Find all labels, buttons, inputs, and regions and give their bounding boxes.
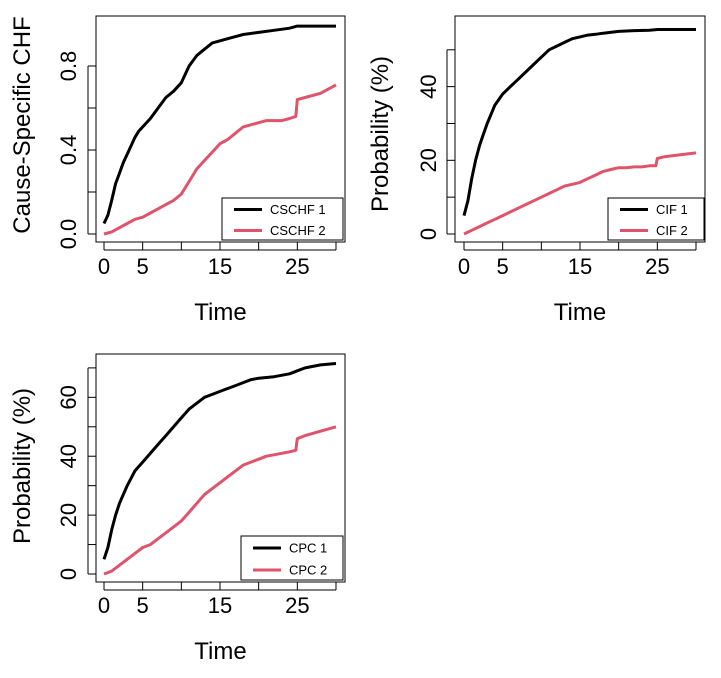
series-line-1 — [462, 28, 696, 216]
x-tick-label: 5 — [137, 254, 149, 279]
legend-box — [240, 535, 344, 581]
y-axis-label: Probability (%) — [9, 388, 36, 544]
chart-panel-2: 0 5 15 25 0 20 40 Probability (%) Time CIF 1 CIF 2 — [367, 15, 706, 326]
x-tick-label: 0 — [458, 254, 470, 279]
legend: CSCHF 1 CSCHF 2 — [221, 197, 344, 241]
legend-label: CIF 2 — [656, 223, 688, 238]
y-tick-label: 20 — [56, 503, 81, 527]
chart-panel-1: 0 5 15 25 0.0 0.4 0.8 Cause-Specific CHF Time CSC… — [9, 15, 346, 326]
y-tick-label: 0 — [56, 568, 81, 580]
series-line-1 — [102, 24, 336, 225]
legend-box — [607, 197, 705, 241]
legend-label: CPC 1 — [289, 541, 327, 556]
legend-label: CIF 1 — [656, 202, 688, 217]
legend-box — [221, 197, 344, 241]
series-line-2 — [463, 151, 697, 236]
x-tick-label: 15 — [208, 593, 232, 618]
series-line-2 — [103, 83, 337, 236]
x-tick-label: 0 — [98, 254, 110, 279]
series-line-1 — [102, 362, 337, 560]
x-tick-label: 25 — [285, 254, 309, 279]
y-axis-label: Cause-Specific CHF — [9, 16, 36, 233]
y-axis-label: Probability (%) — [367, 56, 394, 212]
y-tick-label: 60 — [56, 385, 81, 409]
y-tick-label: 40 — [56, 444, 81, 468]
x-tick-label: 5 — [137, 593, 149, 618]
y-tick-label: 0 — [416, 228, 441, 240]
y-tick-label: 40 — [416, 74, 441, 98]
x-axis-label: Time — [554, 299, 606, 326]
x-tick-label: 15 — [208, 254, 232, 279]
y-tick-label: 20 — [416, 148, 441, 172]
series-line-2 — [103, 425, 337, 576]
y-tick-label: 0.8 — [56, 51, 81, 82]
y-tick-label: 0.0 — [56, 219, 81, 250]
x-tick-label: 25 — [285, 593, 309, 618]
x-axis-label: Time — [194, 638, 246, 665]
legend-label: CSCHF 1 — [270, 202, 326, 217]
legend: CIF 1 CIF 2 — [607, 197, 705, 241]
legend-label: CPC 2 — [289, 563, 327, 578]
legend-label: CSCHF 2 — [270, 223, 326, 238]
legend: CPC 1 CPC 2 — [240, 535, 344, 581]
x-tick-label: 15 — [568, 254, 592, 279]
x-tick-label: 25 — [645, 254, 669, 279]
x-tick-label: 5 — [497, 254, 509, 279]
y-tick-label: 0.4 — [56, 135, 81, 166]
x-tick-label: 0 — [98, 593, 110, 618]
x-axis-label: Time — [194, 299, 246, 326]
